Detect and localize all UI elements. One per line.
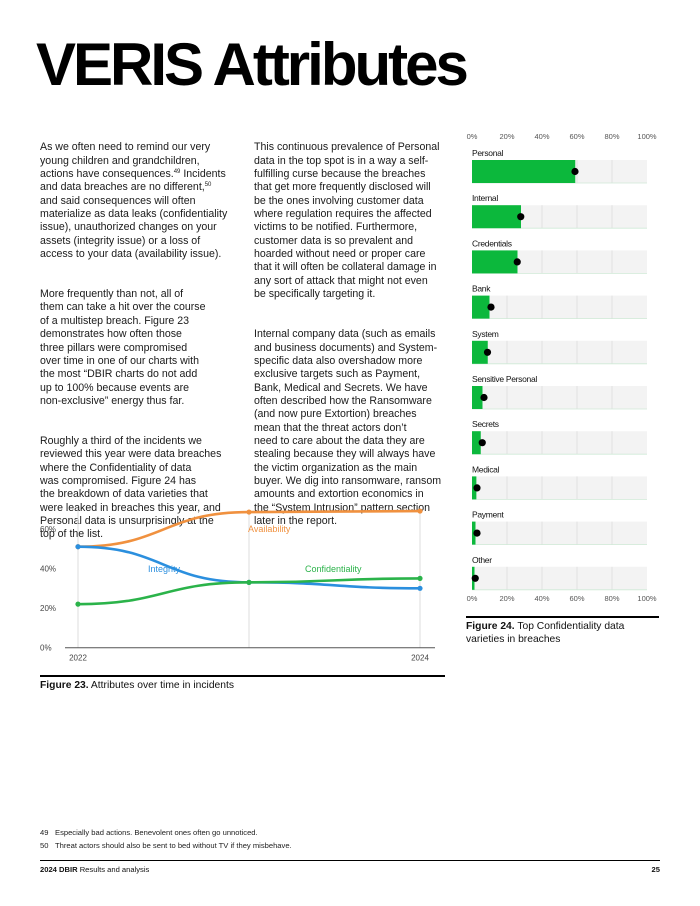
footnote: 50 Threat actors should also be sent to b… xyxy=(40,841,292,850)
x-tick-label-bottom: 20% xyxy=(499,594,514,603)
y-tick-label: 40% xyxy=(40,565,56,574)
caption-text: Top Confidentiality data varieties in br… xyxy=(466,621,625,645)
footnote-number: 49 xyxy=(40,828,49,837)
paragraph: Roughly a third of the incidents we revi… xyxy=(40,434,222,541)
bar-internal xyxy=(472,205,521,229)
bar-marker xyxy=(473,484,481,492)
bar-marker xyxy=(513,258,521,266)
text: As we often need to remind our very youn… xyxy=(40,141,211,181)
series-label: Confidentiality xyxy=(305,564,362,574)
bar-marker xyxy=(571,167,579,176)
footnote-ref[interactable]: 49 xyxy=(173,169,181,176)
bar-marker xyxy=(517,213,525,221)
data-point xyxy=(417,508,423,514)
data-point xyxy=(246,579,252,585)
report-name: 2024 DBIR xyxy=(40,865,78,874)
series-label: Integrity xyxy=(148,564,181,574)
page-footer: 2024 DBIR Results and analysis 25 xyxy=(40,860,660,874)
body-column-2: This continuous prevalence of Personal d… xyxy=(254,128,454,555)
x-tick-label-bottom: 40% xyxy=(534,594,549,603)
x-tick-label-top: 80% xyxy=(604,132,619,141)
bar-marker xyxy=(483,348,492,356)
bar-credentials xyxy=(472,250,518,274)
bar-track xyxy=(472,340,647,364)
bar-marker xyxy=(478,439,486,447)
bar-track xyxy=(472,295,647,319)
data-point xyxy=(246,509,252,515)
footnote: 49 Especially bad actions. Benevolent one… xyxy=(40,828,258,837)
text: and said consequences will often materia… xyxy=(40,194,228,261)
x-tick-label: 2022 xyxy=(69,654,87,663)
bar-marker xyxy=(473,529,481,537)
bar-personal xyxy=(472,160,576,183)
category-label: Medical xyxy=(472,464,500,474)
footnote-ref[interactable]: 50 xyxy=(204,182,212,189)
category-label: Credentials xyxy=(472,238,512,248)
y-tick-label: 0% xyxy=(40,644,52,653)
category-label: Sensitive Personal xyxy=(472,374,537,384)
data-point xyxy=(417,585,423,591)
figure-label: Figure 23. xyxy=(40,680,89,691)
x-tick-label-top: 60% xyxy=(569,132,584,141)
category-label: Bank xyxy=(472,284,491,294)
bar-track xyxy=(472,431,647,455)
x-tick-label-bottom: 100% xyxy=(637,594,657,603)
bar-sensitive-personal xyxy=(472,386,483,409)
x-tick-label-bottom: 60% xyxy=(569,594,584,603)
data-point xyxy=(75,601,81,607)
figure-label: Figure 24. xyxy=(466,621,515,632)
text: Incidents and data breaches are no diffe… xyxy=(40,168,226,194)
paragraph: This continuous prevalence of Personal d… xyxy=(254,141,440,301)
bar-marker xyxy=(480,393,488,402)
bar-track xyxy=(472,521,647,545)
bar-track xyxy=(472,566,647,590)
section-name: Results and analysis xyxy=(77,865,150,874)
data-point xyxy=(417,575,423,581)
paragraph: Internal company data (such as emails an… xyxy=(254,328,442,527)
bar-secrets xyxy=(472,431,481,455)
x-tick-label-top: 0% xyxy=(467,132,478,141)
figure-23-line-chart: 0% 20% 40% 60% 2022 2024 Availability Integrity… xyxy=(40,508,435,663)
x-tick-label-top: 20% xyxy=(499,132,514,141)
category-label: Secrets xyxy=(472,419,499,429)
x-tick-label-bottom: 0% xyxy=(467,594,478,603)
body-column-1: As we often need to remind our very youn… xyxy=(40,128,255,568)
footnote-number: 50 xyxy=(40,841,49,850)
x-tick-label: 2024 xyxy=(411,654,429,663)
figure-24-caption: Figure 24. Top Confidentiality data vari… xyxy=(466,616,659,646)
bar-bank xyxy=(472,295,490,319)
x-tick-label-top: 100% xyxy=(637,132,657,141)
bar-track xyxy=(472,476,647,500)
category-label: Payment xyxy=(472,510,504,520)
x-tick-label-top: 40% xyxy=(534,132,549,141)
paragraph: As we often need to remind our very youn… xyxy=(40,141,255,261)
bar-track xyxy=(472,386,647,409)
page-title: VERIS Attributes xyxy=(36,31,469,98)
y-tick-label: 20% xyxy=(40,604,56,613)
paragraph: More frequently than not, all of them ca… xyxy=(40,288,206,407)
category-label: Personal xyxy=(472,148,504,158)
footnote-text: Especially bad actions. Benevolent ones … xyxy=(55,828,258,837)
series-label: Availability xyxy=(248,524,291,534)
bar-system xyxy=(472,340,488,364)
category-label: Internal xyxy=(472,193,498,203)
bar-marker xyxy=(487,303,495,311)
footnote-text: Threat actors should also be sent to bed… xyxy=(55,841,292,850)
bar-marker xyxy=(471,574,479,582)
figure-23-caption: Figure 23. Attributes over time in incid… xyxy=(40,675,445,693)
caption-text: Attributes over time in incidents xyxy=(88,680,235,691)
figure-24-bar-chart: 0% 0% 20% 20% 40% 40% 60% 60% 80% 80% 100% 100% Pers… xyxy=(467,132,657,603)
category-label: Other xyxy=(472,555,492,565)
data-point xyxy=(75,544,81,550)
page-number: 25 xyxy=(651,865,660,874)
category-label: System xyxy=(472,329,499,339)
y-tick-label: 60% xyxy=(40,525,56,534)
x-tick-label-bottom: 80% xyxy=(604,594,619,603)
